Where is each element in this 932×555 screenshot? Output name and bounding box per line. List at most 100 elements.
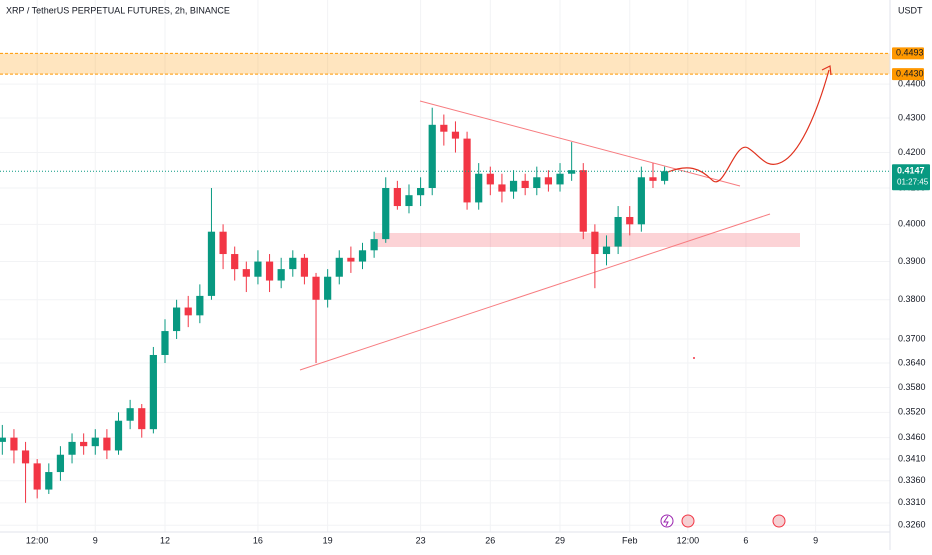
candle-body	[614, 216, 622, 247]
candle-body	[533, 177, 541, 189]
y-tick-label: 0.4300	[898, 112, 926, 122]
event-icon-flag	[772, 514, 786, 528]
y-tick-label: 0.4200	[898, 147, 926, 157]
candle-body	[475, 173, 483, 203]
event-icon	[660, 514, 674, 528]
candle-body	[568, 170, 576, 174]
y-tick-label: 0.4000	[898, 219, 926, 229]
dot	[693, 357, 695, 359]
candle-body	[370, 239, 378, 251]
candle-body	[161, 331, 169, 355]
candle-body	[626, 216, 634, 225]
candle-body	[335, 257, 343, 277]
candle-body	[544, 177, 553, 185]
x-tick-label: 29	[555, 535, 565, 545]
countdown-label: 01:27:45	[897, 177, 929, 186]
x-tick-label: 26	[485, 535, 495, 545]
candle-body	[498, 184, 506, 192]
candle-body	[277, 269, 285, 281]
candle-body	[254, 261, 262, 277]
y-tick-label: 0.3520	[898, 407, 926, 417]
y-tick-label: 0.3260	[898, 520, 926, 530]
candle-body	[440, 124, 448, 132]
x-tick-label: 6	[743, 535, 748, 545]
zone-price-label: 0.4493	[896, 48, 924, 58]
candle-body	[219, 231, 227, 255]
candle-body	[312, 276, 320, 300]
candle-body	[324, 276, 332, 300]
candles	[0, 107, 669, 503]
candle-body	[591, 231, 599, 255]
trend-line-upper	[419, 100, 741, 187]
zone-price-tag	[892, 68, 924, 81]
y-tick-label: 0.3310	[898, 497, 926, 507]
candle-body	[509, 180, 518, 192]
candle-body	[80, 441, 88, 447]
candle-body	[416, 188, 425, 196]
y-tick-label: 0.3360	[898, 475, 926, 485]
last-price-tag	[892, 164, 930, 191]
candle-body	[347, 257, 355, 262]
x-tick-label: 16	[253, 535, 263, 545]
zone-layer	[0, 52, 890, 75]
y-tick-label: 0.3410	[898, 453, 926, 463]
forecast-path	[667, 69, 830, 183]
candle-body	[68, 441, 76, 455]
y-tick-label: 0.3800	[898, 294, 926, 304]
candle-body	[405, 195, 413, 207]
candle-body	[21, 450, 30, 464]
support-box	[375, 233, 800, 247]
x-tick-label: 12	[160, 535, 170, 545]
candle-body	[428, 124, 436, 189]
candle-body	[0, 437, 6, 442]
candle-body	[451, 131, 460, 139]
candle-body	[556, 173, 564, 185]
event-icon-bolt	[663, 515, 669, 527]
event-icon-flag	[681, 514, 695, 528]
x-tick-label: 23	[416, 535, 426, 545]
candle-body	[300, 257, 309, 277]
candle-body	[242, 269, 250, 277]
candle-body	[649, 177, 657, 181]
y-tick-label: 0.3580	[898, 382, 926, 392]
candle-body	[10, 437, 18, 451]
candle-body	[114, 420, 123, 451]
x-tick-label: 19	[323, 535, 333, 545]
y-tick-label: 0.3460	[898, 432, 926, 442]
y-tick-label: 0.4400	[898, 79, 926, 89]
candle-body	[289, 257, 297, 270]
axes: 0.44000.43000.42000.41000.40000.39000.38…	[0, 47, 930, 545]
chart-title: XRP / TetherUS PERPETUAL FUTURES, 2h, BI…	[6, 5, 230, 15]
x-tick-label: 12:00	[677, 535, 700, 545]
candle-body	[463, 138, 471, 203]
candle-body	[660, 171, 669, 181]
candle-body	[486, 173, 494, 185]
grid	[0, 0, 890, 532]
zone-price-label: 0.4430	[896, 69, 924, 79]
candle-body	[33, 463, 41, 490]
x-tick-label: Feb	[622, 535, 638, 545]
candle-body	[637, 177, 645, 225]
forecast-arrow	[821, 65, 832, 76]
x-tick-label: 12:00	[26, 535, 49, 545]
candle-body	[231, 254, 239, 270]
y-tick-label: 0.3700	[898, 333, 926, 343]
trend-line-lower	[299, 213, 771, 371]
candle-body	[265, 261, 274, 281]
candle-body	[196, 295, 204, 316]
candle-body	[358, 250, 367, 262]
candle-body	[91, 437, 99, 447]
candle-body	[103, 437, 111, 451]
candle-body	[579, 170, 587, 232]
candle-body	[382, 188, 390, 240]
x-tick-label: 9	[93, 535, 98, 545]
candle-body	[45, 472, 53, 490]
candle-body	[521, 180, 529, 189]
y-tick-label: 0.3900	[898, 256, 926, 266]
candle-body	[207, 231, 216, 296]
zone-price-tag	[892, 47, 924, 60]
candle-body	[56, 454, 65, 473]
last-price-label: 0.4147	[897, 166, 925, 176]
